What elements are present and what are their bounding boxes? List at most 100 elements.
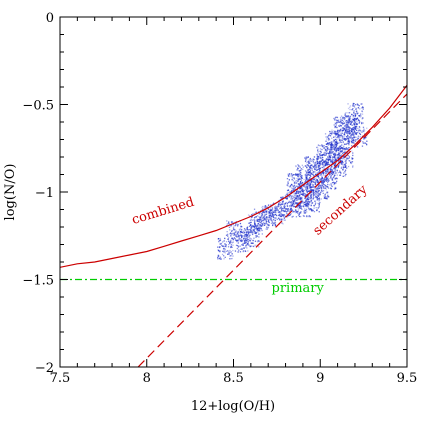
scatter-point bbox=[274, 211, 276, 213]
scatter-point bbox=[293, 188, 295, 191]
scatter-point bbox=[298, 183, 300, 185]
scatter-point bbox=[324, 179, 327, 181]
scatter-point bbox=[249, 224, 252, 226]
scatter-point bbox=[229, 233, 231, 235]
scatter-point bbox=[286, 193, 288, 196]
scatter-point bbox=[352, 120, 354, 122]
scatter-point bbox=[335, 187, 337, 190]
scatter-point bbox=[326, 179, 329, 181]
scatter-point bbox=[341, 150, 343, 152]
scatter-point bbox=[217, 258, 219, 260]
scatter-point bbox=[253, 216, 256, 219]
scatter-point bbox=[288, 175, 290, 177]
scatter-point bbox=[321, 190, 323, 192]
scatter-point bbox=[248, 231, 250, 233]
scatter-point bbox=[245, 241, 247, 244]
scatter-point bbox=[219, 237, 221, 240]
scatter-point bbox=[308, 202, 310, 204]
scatter-point bbox=[317, 202, 319, 205]
scatter-point bbox=[265, 211, 267, 213]
scatter-point bbox=[249, 229, 251, 231]
scatter-point bbox=[308, 168, 310, 170]
scatter-point bbox=[287, 183, 289, 185]
scatter-point bbox=[319, 171, 321, 173]
scatter-point bbox=[256, 218, 259, 220]
scatter-point bbox=[317, 175, 319, 177]
scatter-point bbox=[235, 222, 237, 225]
scatter-point bbox=[226, 223, 228, 225]
scatter-cluster bbox=[312, 178, 330, 200]
scatter-point bbox=[342, 135, 344, 137]
scatter-point bbox=[332, 132, 334, 134]
scatter-point bbox=[331, 131, 333, 133]
scatter-point bbox=[248, 235, 250, 237]
scatter-point bbox=[308, 167, 311, 169]
scatter-point bbox=[332, 162, 334, 164]
y-tick-label: 0 bbox=[46, 11, 54, 26]
scatter-point bbox=[339, 155, 342, 157]
scatter-point bbox=[228, 241, 231, 243]
scatter-point bbox=[322, 179, 324, 181]
scatter-point bbox=[329, 157, 331, 160]
scatter-point bbox=[224, 248, 226, 250]
scatter-point bbox=[246, 243, 249, 245]
scatter-point bbox=[235, 224, 237, 226]
scatter-point bbox=[343, 122, 345, 124]
scatter-point bbox=[353, 136, 355, 139]
scatter-point bbox=[325, 161, 327, 163]
scatter-point bbox=[299, 207, 301, 210]
scatter-point bbox=[295, 165, 297, 168]
scatter-point bbox=[229, 258, 231, 260]
scatter-point bbox=[334, 153, 336, 155]
scatter-point bbox=[293, 186, 295, 188]
scatter-point bbox=[221, 253, 224, 256]
scatter-point bbox=[248, 244, 250, 246]
scatter-point bbox=[262, 217, 264, 219]
scatter-point bbox=[297, 210, 299, 212]
scatter-point bbox=[344, 151, 346, 154]
scatter-point bbox=[332, 172, 334, 174]
scatter-point bbox=[219, 243, 221, 245]
scatter-point bbox=[256, 241, 259, 243]
scatter-point bbox=[263, 215, 266, 217]
scatter-point bbox=[320, 172, 322, 175]
scatter-point bbox=[302, 185, 305, 187]
scatter-point bbox=[253, 245, 255, 248]
scatter-point bbox=[358, 129, 360, 131]
scatter-point bbox=[306, 193, 309, 195]
scatter-point bbox=[327, 183, 329, 186]
scatter-point bbox=[330, 167, 332, 169]
scatter-point bbox=[246, 233, 248, 235]
scatter-point bbox=[315, 161, 317, 163]
scatter-point bbox=[259, 224, 261, 226]
scatter-point bbox=[340, 134, 342, 136]
scatter-point bbox=[335, 143, 337, 146]
scatter-point bbox=[361, 111, 364, 113]
scatter-point bbox=[337, 166, 339, 169]
scatter-point bbox=[310, 201, 312, 203]
scatter-point bbox=[320, 198, 322, 200]
scatter-point bbox=[275, 209, 277, 211]
scatter-point bbox=[344, 165, 347, 167]
scatter-point bbox=[307, 181, 309, 183]
scatter-point bbox=[301, 181, 304, 184]
scatter-point bbox=[265, 218, 267, 220]
scatter-point bbox=[266, 223, 268, 225]
scatter-point bbox=[298, 207, 301, 209]
scatter-point bbox=[310, 189, 312, 191]
scatter-point bbox=[269, 213, 271, 216]
scatter-point bbox=[283, 214, 285, 216]
scatter-point bbox=[332, 151, 334, 153]
scatter-point bbox=[308, 201, 310, 203]
scatter-point bbox=[349, 127, 351, 129]
scatter-point bbox=[324, 151, 326, 154]
scatter-point bbox=[245, 241, 247, 243]
scatter-point bbox=[348, 126, 350, 129]
scatter-point bbox=[314, 178, 316, 180]
scatter-point bbox=[305, 188, 307, 190]
scatter-point bbox=[305, 204, 307, 206]
scatter-point bbox=[298, 174, 300, 176]
scatter-point bbox=[350, 141, 353, 143]
scatter-point bbox=[297, 186, 299, 188]
scatter-point bbox=[343, 151, 345, 154]
